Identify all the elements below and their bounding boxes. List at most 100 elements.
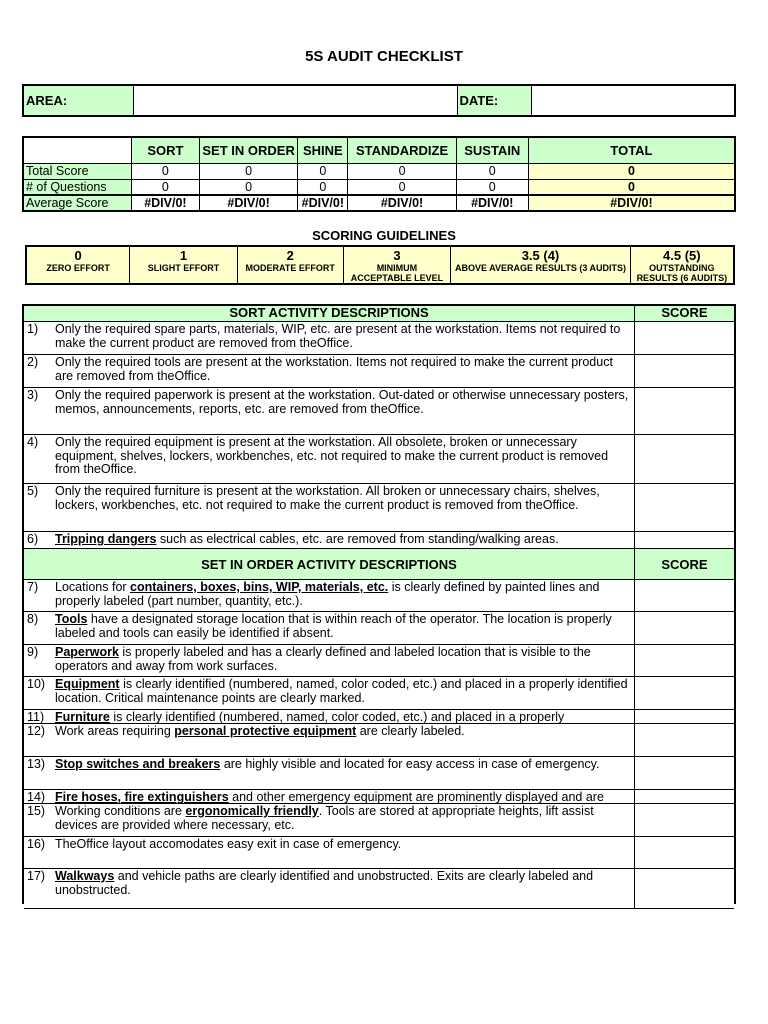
scoring-guidelines-table: 0 ZERO EFFORT 1 SLIGHT EFFORT 2 MODERATE EFFO… <box>25 245 735 285</box>
summary-cell: 0 <box>347 178 457 196</box>
summary-cell: 0 <box>130 178 200 196</box>
score-input[interactable] <box>635 757 734 789</box>
summary-cell: 0 <box>297 178 349 196</box>
row-label: # of Questions <box>22 178 132 196</box>
level-score: 3 <box>393 248 401 263</box>
item-number: 9) <box>27 645 39 659</box>
score-input[interactable] <box>635 388 734 434</box>
date-field[interactable] <box>530 84 736 117</box>
item-text: Equipment is clearly identified (numbere… <box>55 677 628 705</box>
score-input[interactable] <box>635 804 734 836</box>
score-input[interactable] <box>635 645 734 676</box>
level-score: 3.5 (4) <box>521 248 560 263</box>
summary-cell: 0 <box>527 178 736 196</box>
score-header: SCORE <box>661 557 708 572</box>
item-number: 11) <box>27 710 45 724</box>
item-text: Fire hoses, fire extinguishers and other… <box>55 790 604 804</box>
summary-table: SORT SET IN ORDER SHINE STANDARDIZE SUSTAIN T… <box>22 136 736 212</box>
area-field[interactable] <box>132 84 458 117</box>
summary-cell: #DIV/0! <box>455 194 529 212</box>
scoring-level: 1 SLIGHT EFFORT <box>129 245 238 285</box>
item-text: Only the required furniture is present a… <box>55 484 600 512</box>
item-keyword: Paperwork <box>55 645 119 659</box>
section-header: SORT ACTIVITY DESCRIPTIONS SCORE <box>24 306 734 322</box>
item-number: 14) <box>27 790 46 804</box>
item-keyword: Walkways <box>55 869 115 883</box>
item-text: Furniture is clearly identified (numbere… <box>55 710 565 724</box>
scoring-level: 2 MODERATE EFFORT <box>236 245 344 285</box>
checklist-item: 4) Only the required equipment is present… <box>24 435 734 484</box>
section-title: SORT ACTIVITY DESCRIPTIONS <box>229 305 429 320</box>
score-input[interactable] <box>635 790 734 803</box>
item-number: 5) <box>27 484 39 498</box>
scoring-level: 3.5 (4) ABOVE AVERAGE RESULTS (3 AUDITS) <box>450 245 631 285</box>
score-input[interactable] <box>635 355 734 387</box>
level-description: MODERATE EFFORT <box>245 263 335 273</box>
column-header: SHINE <box>297 136 349 164</box>
item-number: 15) <box>27 804 46 818</box>
level-score: 0 <box>74 248 82 263</box>
item-keyword: containers, boxes, bins, WIP, materials,… <box>130 580 389 594</box>
checklist-item: 13) Stop switches and breakers are highly… <box>24 757 734 790</box>
score-input[interactable] <box>635 435 734 483</box>
item-number: 13) <box>27 757 46 771</box>
checklist-item: 3) Only the required paperwork is present… <box>24 388 734 435</box>
score-input[interactable] <box>635 484 734 531</box>
item-keyword: Equipment <box>55 677 120 691</box>
date-label: DATE: <box>456 84 532 117</box>
summary-cell: 0 <box>527 162 736 180</box>
item-keyword: Tools <box>55 612 88 626</box>
level-score: 2 <box>286 248 294 263</box>
score-input[interactable] <box>635 837 734 868</box>
item-number: 1) <box>27 322 39 336</box>
item-number: 16) <box>27 837 46 851</box>
item-keyword: Furniture <box>55 710 110 724</box>
score-input[interactable] <box>635 677 734 709</box>
summary-cell: #DIV/0! <box>130 194 200 212</box>
summary-cell: 0 <box>455 162 529 180</box>
item-number: 12) <box>27 724 46 738</box>
row-label: Average Score <box>22 194 132 212</box>
checklist: SORT ACTIVITY DESCRIPTIONS SCORE 1) Only th… <box>22 304 736 909</box>
level-score: 4.5 (5) <box>663 248 701 263</box>
item-text: Only the required spare parts, materials… <box>55 322 621 350</box>
score-input[interactable] <box>635 612 734 644</box>
column-header: SUSTAIN <box>455 136 529 164</box>
scoring-level: 4.5 (5) OUTSTANDING RESULTS (6 AUDITS) <box>629 245 735 285</box>
checklist-item: 2) Only the required tools are present at… <box>24 355 734 388</box>
page-title: 5S AUDIT CHECKLIST <box>305 48 463 65</box>
score-input[interactable] <box>635 532 734 548</box>
scoring-title: SCORING GUIDELINES <box>312 228 456 243</box>
item-keyword: Stop switches and breakers <box>55 757 221 771</box>
checklist-item: 5) Only the required furniture is present… <box>24 484 734 532</box>
item-text: Tripping dangers such as electrical cabl… <box>55 532 559 546</box>
summary-cell: #DIV/0! <box>297 194 349 212</box>
score-input[interactable] <box>635 580 734 611</box>
checklist-item: 10) Equipment is clearly identified (numb… <box>24 677 734 710</box>
checklist-item: 12) Work areas requiring personal protect… <box>24 724 734 757</box>
item-keyword: personal protective equipment <box>174 724 357 738</box>
column-header: SORT <box>130 136 200 164</box>
summary-cell: 0 <box>198 178 299 196</box>
item-text: Only the required paperwork is present a… <box>55 388 629 416</box>
checklist-item: 7) Locations for containers, boxes, bins,… <box>24 580 734 612</box>
item-keyword: Fire hoses, fire extinguishers <box>55 790 229 804</box>
level-description: ABOVE AVERAGE RESULTS (3 AUDITS) <box>454 263 626 273</box>
score-input[interactable] <box>635 322 734 354</box>
summary-cell: #DIV/0! <box>527 194 736 212</box>
level-description: ZERO EFFORT <box>46 263 110 273</box>
section-title: SET IN ORDER ACTIVITY DESCRIPTIONS <box>201 557 457 572</box>
score-input[interactable] <box>635 869 734 908</box>
score-input[interactable] <box>635 724 734 756</box>
checklist-item: 14) Fire hoses, fire extinguishers and ot… <box>24 790 734 804</box>
summary-cell: 0 <box>297 162 349 180</box>
score-input[interactable] <box>635 710 734 723</box>
checklist-item: 8) Tools have a designated storage locati… <box>24 612 734 645</box>
checklist-item: 16) TheOffice layout accomodates easy exi… <box>24 837 734 869</box>
item-text: Paperwork is properly labeled and has a … <box>55 645 591 673</box>
corner <box>23 137 132 163</box>
item-number: 4) <box>27 435 39 449</box>
level-score: 1 <box>179 248 188 263</box>
column-header: SET IN ORDER <box>198 136 299 164</box>
summary-cell: 0 <box>455 178 529 196</box>
